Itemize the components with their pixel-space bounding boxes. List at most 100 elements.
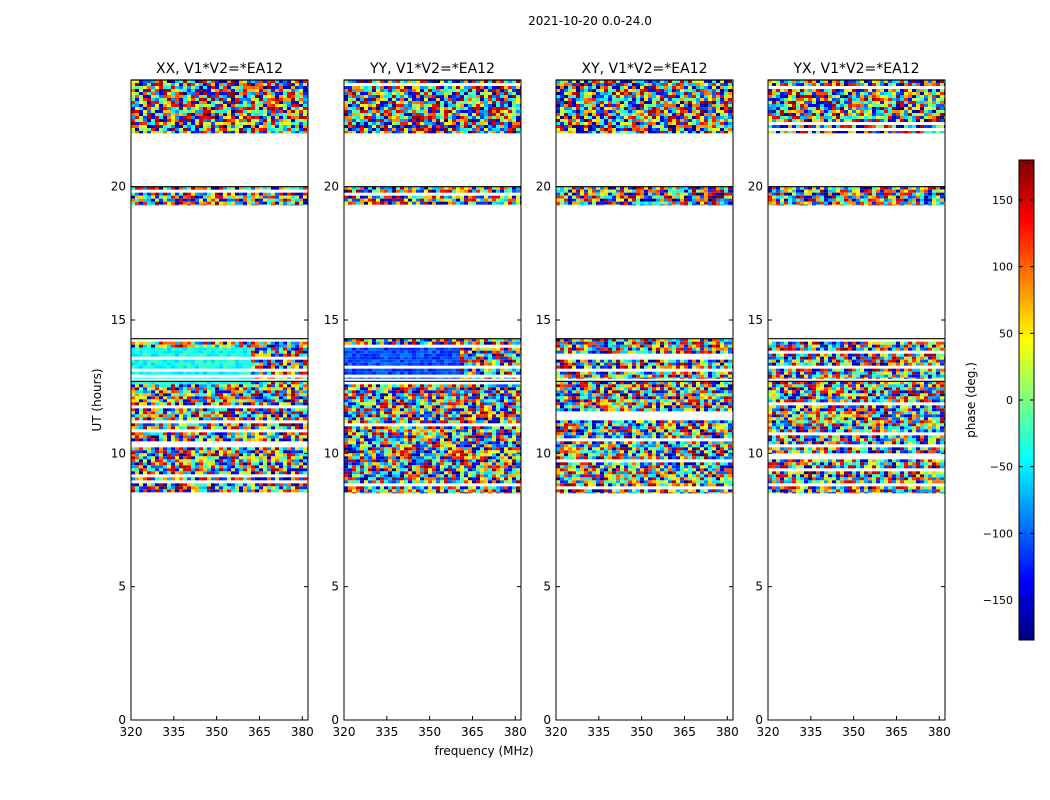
heatmap-cell bbox=[444, 377, 448, 379]
heatmap-cell bbox=[428, 338, 432, 342]
heatmap-cell bbox=[263, 89, 267, 92]
heatmap-cell bbox=[243, 347, 247, 351]
heatmap-cell bbox=[259, 98, 263, 101]
heatmap-cell bbox=[267, 80, 271, 83]
heatmap-cell bbox=[388, 477, 392, 481]
heatmap-cell bbox=[151, 122, 155, 125]
heatmap-cell bbox=[416, 384, 420, 388]
heatmap-cell bbox=[380, 426, 384, 430]
heatmap-cell bbox=[412, 471, 416, 475]
heatmap-cell bbox=[191, 89, 195, 92]
heatmap-cell bbox=[159, 477, 163, 481]
heatmap-cell bbox=[219, 411, 223, 415]
heatmap-cell bbox=[380, 465, 384, 469]
heatmap-cell bbox=[392, 426, 396, 430]
heatmap-cell bbox=[360, 441, 364, 445]
heatmap-cell bbox=[388, 377, 392, 379]
heatmap-cell bbox=[464, 438, 468, 442]
heatmap-cell bbox=[227, 462, 231, 466]
heatmap-cell bbox=[424, 480, 428, 484]
heatmap-cell bbox=[504, 492, 508, 494]
heatmap-cell bbox=[199, 131, 203, 134]
heatmap-cell bbox=[303, 381, 307, 385]
heatmap-cell bbox=[267, 198, 271, 202]
heatmap-cell bbox=[235, 95, 239, 98]
heatmap-cell bbox=[396, 362, 400, 366]
heatmap-cell bbox=[251, 113, 255, 116]
heatmap-cell bbox=[135, 423, 139, 427]
heatmap-cell bbox=[299, 483, 303, 487]
heatmap-cell bbox=[139, 119, 143, 122]
heatmap-cell bbox=[171, 353, 175, 357]
heatmap-cell bbox=[131, 393, 135, 397]
heatmap-cell bbox=[412, 492, 416, 494]
heatmap-cell bbox=[500, 426, 504, 430]
heatmap-cell bbox=[147, 387, 151, 391]
heatmap-cell bbox=[207, 489, 211, 493]
heatmap-cell bbox=[380, 393, 384, 397]
heatmap-cell bbox=[147, 344, 151, 348]
heatmap-cell bbox=[488, 338, 492, 342]
heatmap-cell bbox=[147, 408, 151, 412]
heatmap-cell bbox=[504, 453, 508, 457]
heatmap-cell bbox=[480, 438, 484, 442]
heatmap-cell bbox=[231, 125, 235, 128]
heatmap-cell bbox=[460, 471, 464, 475]
heatmap-cell bbox=[283, 95, 287, 98]
heatmap-cell bbox=[460, 456, 464, 460]
heatmap-cell bbox=[291, 447, 295, 451]
heatmap-cell bbox=[295, 371, 299, 375]
heatmap-cell bbox=[344, 435, 348, 439]
heatmap-cell bbox=[251, 341, 255, 345]
heatmap-cell bbox=[464, 347, 468, 351]
heatmap-cell bbox=[227, 131, 231, 134]
heatmap-cell bbox=[171, 417, 175, 421]
heatmap-cell bbox=[267, 377, 271, 379]
heatmap-cell bbox=[376, 444, 380, 448]
heatmap-cell bbox=[504, 402, 508, 406]
heatmap-cell bbox=[372, 432, 376, 436]
heatmap-cell bbox=[251, 432, 255, 436]
heatmap-cell bbox=[380, 480, 384, 484]
heatmap-cell bbox=[131, 417, 135, 421]
heatmap-cell bbox=[436, 480, 440, 484]
heatmap-cell bbox=[283, 381, 287, 385]
heatmap-cell bbox=[263, 387, 267, 391]
heatmap-cell bbox=[131, 462, 135, 466]
heatmap-cell bbox=[372, 453, 376, 457]
heatmap-cell bbox=[231, 86, 235, 89]
heatmap-cell bbox=[348, 420, 352, 424]
heatmap-cell bbox=[420, 456, 424, 460]
heatmap-cell bbox=[452, 411, 456, 415]
heatmap-cell bbox=[512, 371, 516, 375]
heatmap-cell bbox=[400, 444, 404, 448]
heatmap-cell bbox=[263, 92, 267, 95]
heatmap-cell bbox=[480, 420, 484, 424]
heatmap-cell bbox=[263, 411, 267, 415]
heatmap-cell bbox=[452, 356, 456, 360]
heatmap-cell bbox=[460, 474, 464, 478]
heatmap-cell bbox=[243, 399, 247, 403]
heatmap-cell bbox=[380, 432, 384, 436]
heatmap-cell bbox=[251, 483, 255, 487]
heatmap-cell bbox=[179, 341, 183, 345]
heatmap-cell bbox=[500, 362, 504, 366]
heatmap-cell bbox=[151, 362, 155, 366]
heatmap-cell bbox=[484, 429, 488, 433]
heatmap-cell bbox=[488, 432, 492, 436]
heatmap-cell bbox=[151, 411, 155, 415]
heatmap-cell bbox=[428, 441, 432, 445]
heatmap-cell bbox=[299, 116, 303, 119]
heatmap-cell bbox=[372, 356, 376, 360]
heatmap-cell bbox=[275, 486, 279, 490]
heatmap-cell bbox=[484, 420, 488, 424]
heatmap-cell bbox=[283, 411, 287, 415]
heatmap-cell bbox=[436, 444, 440, 448]
heatmap-cell bbox=[400, 384, 404, 388]
heatmap-cell bbox=[476, 447, 480, 451]
heatmap-cell bbox=[239, 402, 243, 406]
heatmap-cell bbox=[147, 477, 151, 481]
heatmap-cell bbox=[472, 465, 476, 469]
heatmap-cell bbox=[492, 420, 496, 424]
heatmap-cell bbox=[279, 192, 283, 196]
